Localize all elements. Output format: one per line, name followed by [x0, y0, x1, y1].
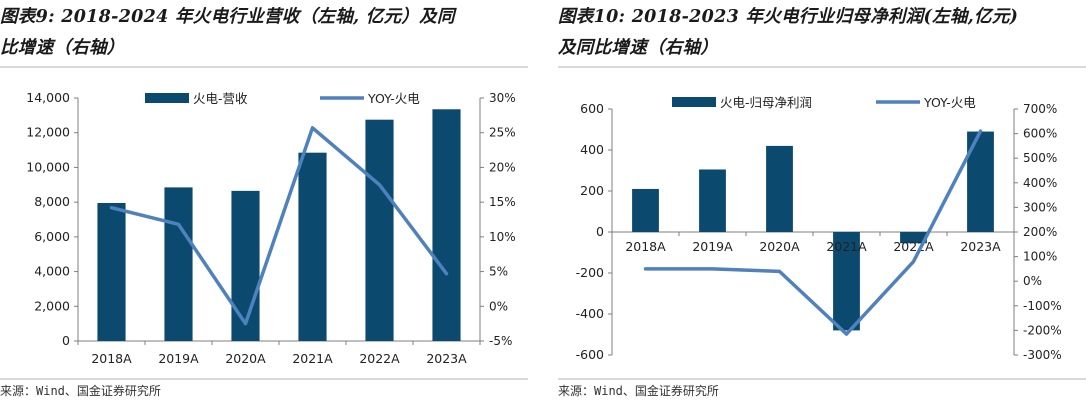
- chart-panel-net-profit: 图表10: 2018-2023 年火电行业归母净利润(左轴,亿元) 及同比增速（…: [558, 0, 1086, 403]
- bar: [900, 232, 927, 244]
- chart-title: 图表10: 2018-2023 年火电行业归母净利润(左轴,亿元) 及同比增速（…: [558, 2, 1086, 64]
- yoy-point: [644, 267, 647, 271]
- left-axis-tick-label: 6,000: [34, 229, 70, 244]
- category-label: 2018A: [91, 351, 132, 366]
- left-axis-tick-label: 2,000: [34, 298, 70, 313]
- right-axis-tick-label: 20%: [489, 160, 516, 174]
- left-axis-tick-label: 400: [580, 142, 604, 157]
- category-label: 2022A: [359, 351, 400, 366]
- chart-title-line-2: 比增速（右轴）: [0, 38, 125, 58]
- right-axis-tick-label: -200%: [1023, 323, 1062, 337]
- left-axis-tick-label: 0: [596, 224, 604, 239]
- left-axis-tick-label: 4,000: [34, 264, 70, 279]
- category-label: 2020A: [225, 351, 266, 366]
- left-axis-tick-label: -400: [576, 306, 604, 321]
- yoy-point: [912, 260, 915, 264]
- yoy-point: [110, 206, 113, 210]
- legend-label-bar: 火电-营收: [193, 91, 248, 106]
- yoy-point: [845, 332, 848, 336]
- yoy-point: [311, 126, 314, 130]
- chart-title-line-1: 图表9: 2018-2024 年火电行业营收（左轴, 亿元）及同: [0, 7, 455, 27]
- category-label: 2021A: [826, 239, 867, 254]
- bar: [298, 152, 327, 341]
- bar: [231, 190, 260, 341]
- category-label: 2023A: [426, 351, 467, 366]
- yoy-point: [378, 183, 381, 187]
- right-axis-tick-label: -5%: [489, 334, 512, 348]
- legend-label-bar: 火电-归母净利润: [720, 95, 812, 110]
- right-axis-tick-label: 30%: [489, 91, 516, 105]
- chart-title: 图表9: 2018-2024 年火电行业营收（左轴, 亿元）及同 比增速（右轴）: [0, 2, 528, 64]
- legend-swatch-bar: [672, 97, 716, 107]
- right-axis-tick-label: -300%: [1023, 348, 1062, 362]
- right-axis-tick-label: 10%: [489, 230, 516, 244]
- yoy-point: [979, 129, 982, 133]
- bar: [833, 232, 860, 331]
- bar: [699, 169, 726, 232]
- right-axis-tick-label: 25%: [489, 126, 516, 140]
- chart-title-line-1: 图表10: 2018-2023 年火电行业归母净利润(左轴,亿元): [558, 7, 1019, 27]
- right-axis-tick-label: 700%: [1023, 102, 1057, 116]
- right-axis-tick-label: 0%: [1023, 274, 1042, 288]
- bar: [632, 188, 659, 232]
- right-axis-tick-label: 500%: [1023, 151, 1057, 165]
- yoy-point: [244, 322, 247, 326]
- right-axis-tick-label: 400%: [1023, 176, 1057, 190]
- source-divider: [0, 378, 528, 380]
- category-label: 2022A: [893, 239, 934, 254]
- legend-label-line: YOY-火电: [923, 95, 976, 110]
- yoy-point: [445, 272, 448, 276]
- legend-swatch-bar: [145, 93, 189, 103]
- yoy-point: [177, 222, 180, 226]
- left-axis-tick-label: -600: [576, 347, 604, 362]
- yoy-line: [109, 126, 449, 326]
- title-divider: [558, 66, 1086, 68]
- left-axis-tick-label: 0: [62, 333, 70, 348]
- left-axis-tick-label: 12,000: [26, 125, 70, 140]
- category-label: 2019A: [692, 239, 733, 254]
- right-axis-tick-label: 200%: [1023, 225, 1057, 239]
- bar: [164, 187, 193, 341]
- chart-panel-revenue: 图表9: 2018-2024 年火电行业营收（左轴, 亿元）及同 比增速（右轴）…: [0, 0, 528, 403]
- yoy-point: [778, 269, 781, 273]
- bar: [365, 119, 394, 341]
- category-label: 2019A: [158, 351, 199, 366]
- revenue-chart: 0 2,000 4,000 6,000 8,000 10,000 12,000 14,000 -…: [26, 90, 516, 366]
- right-axis-tick-label: 15%: [489, 195, 516, 209]
- left-axis-tick-label: 200: [580, 183, 604, 198]
- left-axis-tick-label: 14,000: [26, 90, 70, 105]
- bar: [766, 145, 793, 232]
- right-axis-tick-label: 0%: [489, 299, 508, 313]
- category-label: 2021A: [292, 351, 333, 366]
- bar: [97, 203, 126, 341]
- source-divider: [558, 378, 1086, 380]
- left-axis-tick-label: -200: [576, 265, 604, 280]
- chart-title-line-2: 及同比增速（右轴）: [558, 38, 719, 58]
- category-label: 2023A: [960, 239, 1001, 254]
- right-axis-tick-label: 100%: [1023, 250, 1057, 264]
- legend-label-line: YOY-火电: [367, 91, 420, 106]
- bar: [432, 109, 461, 342]
- right-axis-tick-label: 600%: [1023, 127, 1057, 141]
- left-axis-tick-label: 8,000: [34, 194, 70, 209]
- yoy-point: [711, 267, 714, 271]
- right-axis-tick-label: 300%: [1023, 200, 1057, 214]
- category-label: 2020A: [759, 239, 800, 254]
- yoy-line: [643, 129, 983, 336]
- left-axis-tick-label: 10,000: [26, 159, 70, 174]
- right-axis-tick-label: -100%: [1023, 299, 1062, 313]
- right-axis-tick-label: 5%: [489, 265, 508, 279]
- net-profit-chart: -600 -400 -200 0 200 400 600 -300% -200% -100% 0% 1…: [576, 95, 1062, 362]
- category-label: 2018A: [625, 239, 666, 254]
- source-note: 来源：Wind、国金证券研究所: [558, 384, 719, 398]
- source-note: 来源：Wind、国金证券研究所: [0, 384, 161, 398]
- left-axis-tick-label: 600: [580, 101, 604, 116]
- title-divider: [0, 66, 528, 68]
